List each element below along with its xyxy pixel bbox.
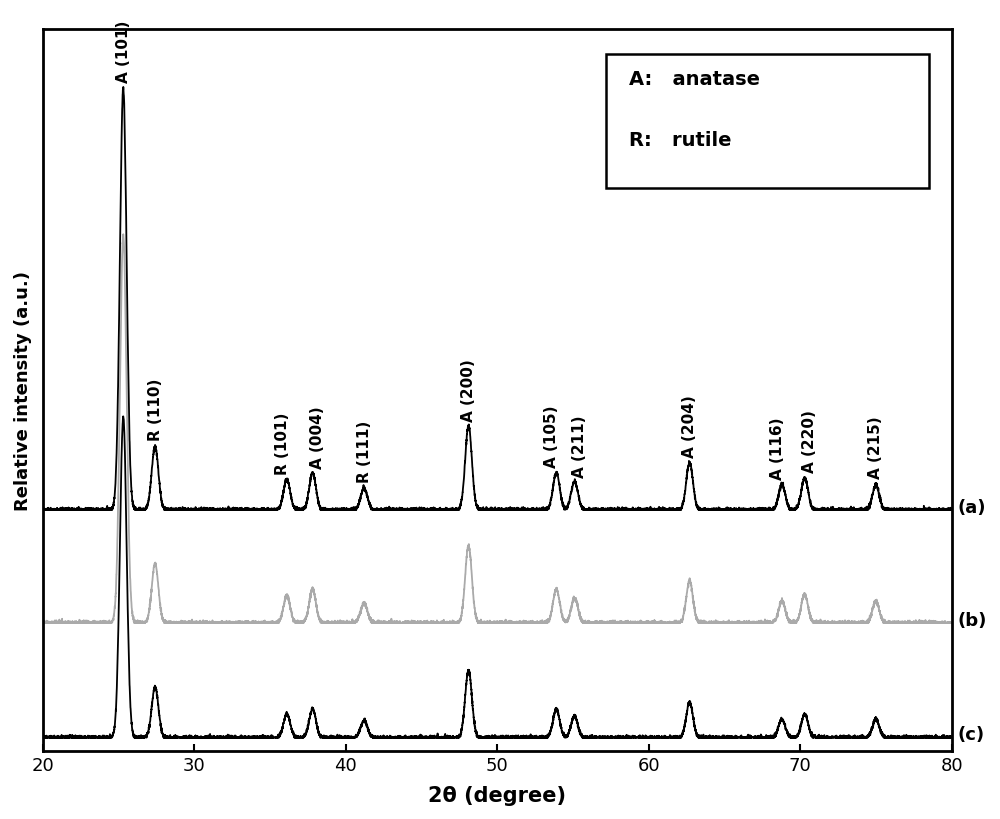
Text: R:   rutile: R: rutile bbox=[629, 131, 732, 150]
Text: R (101): R (101) bbox=[275, 412, 290, 474]
FancyBboxPatch shape bbox=[606, 56, 929, 188]
Text: A (204): A (204) bbox=[682, 395, 697, 458]
Text: A (116): A (116) bbox=[770, 417, 785, 479]
X-axis label: 2θ (degree): 2θ (degree) bbox=[428, 785, 566, 805]
Text: A (211): A (211) bbox=[572, 415, 587, 477]
Text: (c): (c) bbox=[958, 726, 985, 744]
Text: R (111): R (111) bbox=[357, 421, 372, 482]
Text: A (200): A (200) bbox=[461, 360, 476, 422]
Text: A:   anatase: A: anatase bbox=[629, 70, 760, 88]
Text: (a): (a) bbox=[958, 498, 986, 516]
Text: A (220): A (220) bbox=[802, 410, 817, 473]
Text: (b): (b) bbox=[958, 611, 987, 629]
Y-axis label: Relative intensity (a.u.): Relative intensity (a.u.) bbox=[14, 271, 32, 510]
Text: A (105): A (105) bbox=[544, 405, 559, 468]
Text: A (004): A (004) bbox=[310, 406, 325, 468]
Text: A (101): A (101) bbox=[116, 20, 131, 83]
Text: A (215): A (215) bbox=[868, 416, 883, 478]
Text: R (110): R (110) bbox=[148, 378, 163, 441]
